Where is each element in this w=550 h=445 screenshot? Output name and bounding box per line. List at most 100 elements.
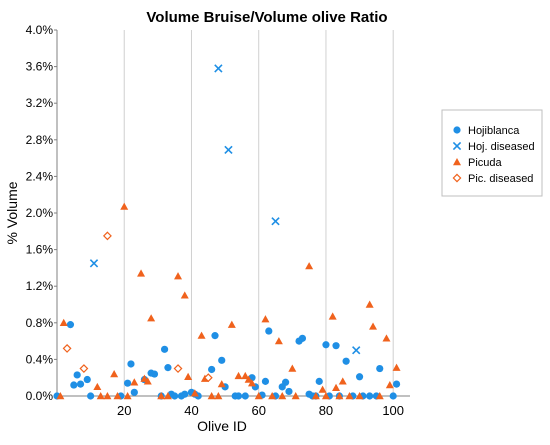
data-point: [214, 392, 223, 400]
data-point: [261, 377, 270, 385]
data-point: [124, 379, 132, 387]
legend-marker: [452, 141, 462, 151]
data-point: [208, 365, 216, 374]
data-point: [174, 272, 183, 280]
data-point: [79, 364, 89, 373]
data-point: [207, 392, 216, 400]
data-point: [110, 370, 119, 378]
data-point: [282, 378, 290, 386]
data-point: [217, 380, 226, 388]
data-point: [234, 392, 243, 400]
data-point: [87, 392, 95, 400]
data-point: [62, 343, 72, 353]
data-point: [120, 202, 129, 210]
series-hoj-diseased: [89, 64, 361, 355]
data-point: [241, 371, 250, 380]
data-point: [285, 387, 293, 396]
data-point: [73, 371, 81, 379]
data-point: [130, 378, 139, 386]
y-tick-label: 3.2%: [26, 96, 54, 110]
y-tick-label: 0.8%: [26, 316, 54, 330]
data-point: [345, 392, 354, 400]
legend-label: Hojiblanca: [468, 125, 520, 137]
y-tick-labels: 0.0% 0.4% 0.8% 1.2% 1.6% 2.0% 2.4% 2.8% 3.2% 3.6%…: [26, 23, 54, 403]
x-marker-stroke: [214, 64, 223, 73]
data-point: [278, 392, 287, 400]
data-point: [102, 231, 112, 241]
data-point: [150, 370, 159, 378]
y-tick-label: 1.6%: [26, 243, 54, 257]
data-point: [76, 380, 85, 388]
x-tick-label: 80: [319, 403, 333, 418]
x-marker-stroke: [224, 145, 233, 155]
y-tick-label: 2.8%: [26, 133, 54, 147]
data-point: [224, 145, 233, 155]
data-point: [241, 392, 249, 400]
data-point: [321, 392, 330, 400]
data-point: [271, 217, 280, 226]
data-point: [180, 291, 189, 299]
chart-title: Volume Bruise/Volume olive Ratio: [146, 9, 387, 26]
x-tick-label: 40: [184, 403, 198, 418]
data-point: [181, 390, 189, 398]
data-point: [244, 375, 253, 383]
data-point: [130, 388, 138, 396]
y-tick-label: 4.0%: [26, 23, 54, 37]
data-point: [184, 372, 193, 380]
y-axis-label: % Volume: [4, 181, 20, 244]
y-tick-label: 1.2%: [26, 279, 54, 293]
data-point: [376, 364, 384, 373]
data-point: [59, 318, 68, 326]
data-point: [113, 392, 122, 400]
data-point: [147, 314, 156, 322]
data-point: [173, 364, 183, 373]
data-point: [332, 342, 340, 350]
y-tick-label: 2.4%: [26, 169, 54, 183]
data-point: [164, 364, 172, 372]
data-point: [315, 377, 323, 385]
legend-marker: [453, 126, 461, 134]
data-point: [342, 357, 350, 365]
data-point: [157, 392, 166, 400]
legend-label: Pic. diseased: [468, 173, 533, 185]
data-point: [93, 382, 102, 391]
y-tick-label: 3.6%: [26, 60, 54, 74]
data-point: [355, 373, 364, 381]
data-point: [352, 346, 361, 355]
data-point: [137, 269, 146, 277]
data-point: [247, 379, 256, 387]
data-point: [338, 377, 347, 385]
data-point: [328, 312, 337, 320]
legend-label: Hoj. diseased: [468, 141, 535, 153]
data-point: [103, 392, 112, 400]
data-point: [70, 381, 78, 389]
data-point: [291, 392, 300, 400]
data-point: [365, 300, 374, 308]
data-point: [335, 392, 344, 400]
data-point: [234, 371, 243, 380]
data-points: [53, 64, 401, 400]
x-marker-stroke: [452, 141, 462, 151]
y-tick-label: 2.0%: [26, 206, 54, 220]
grid-lines: [123, 30, 394, 396]
x-marker-stroke: [271, 217, 280, 226]
data-point: [96, 392, 105, 400]
x-tick-label: 20: [117, 403, 131, 418]
data-point: [123, 392, 132, 400]
data-point: [197, 331, 206, 339]
data-point: [268, 392, 277, 400]
x-marker-stroke: [352, 346, 361, 355]
data-point: [274, 337, 283, 345]
x-tick-label: 100: [382, 403, 404, 418]
data-point: [66, 321, 75, 329]
data-point: [265, 327, 273, 335]
data-point: [382, 334, 391, 342]
data-point: [375, 392, 384, 400]
data-point: [83, 375, 91, 384]
data-point: [311, 392, 320, 400]
data-point: [211, 332, 219, 340]
data-point: [214, 64, 223, 73]
data-point: [218, 356, 226, 364]
